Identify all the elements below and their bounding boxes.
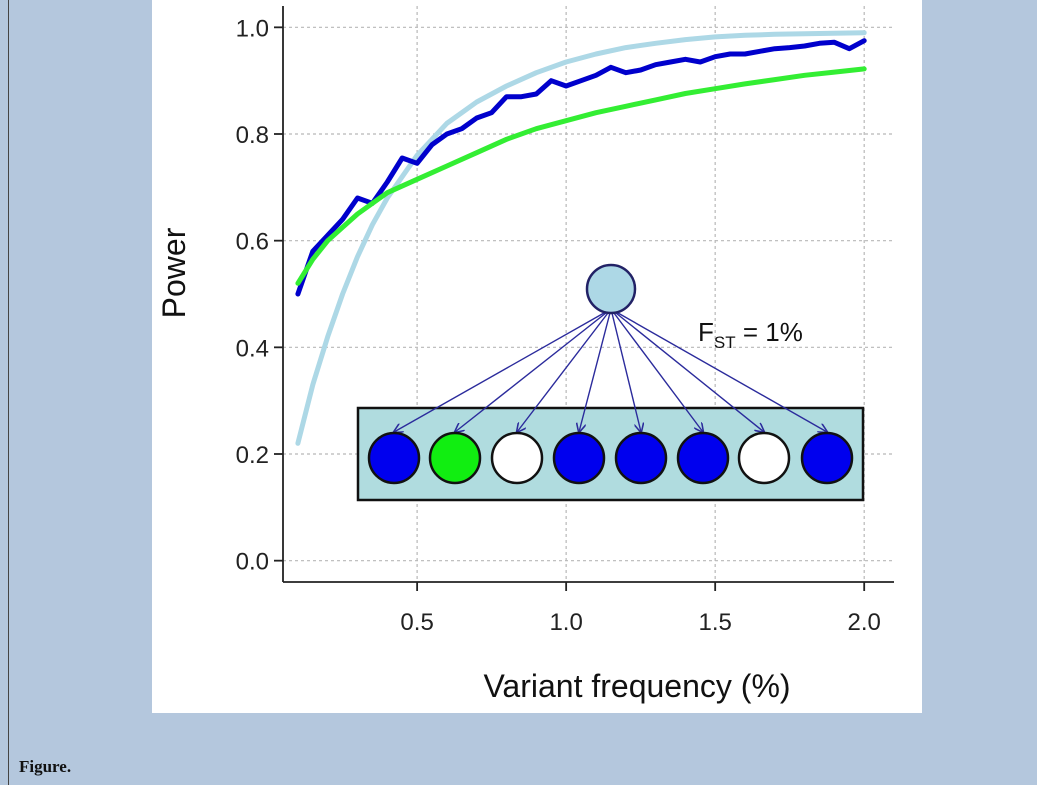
- y-tick-label: 0.0: [236, 549, 269, 576]
- series-line-3: [295, 66, 867, 286]
- descent-arrow: [610, 308, 703, 432]
- descent-arrow: [610, 308, 641, 432]
- x-tick-label: 1.5: [698, 609, 731, 636]
- y-tick-label: 0.2: [236, 442, 269, 469]
- descent-arrow: [610, 308, 764, 432]
- subpopulation-circle: [552, 431, 606, 485]
- ancestral-population-circle: [585, 263, 637, 315]
- subpopulation-circle: [367, 431, 421, 485]
- y-tick-label: 0.8: [236, 122, 269, 149]
- series-line-1: [295, 30, 867, 446]
- y-tick-label: 0.4: [236, 335, 269, 362]
- y-axis-label: Power: [156, 227, 192, 318]
- y-tick-label: 0.6: [236, 229, 269, 256]
- subpopulation-circle: [614, 431, 668, 485]
- fst-label: FST = 1%: [698, 317, 803, 352]
- descent-arrow: [517, 308, 612, 432]
- descent-arrow: [610, 308, 827, 432]
- x-axis-label: Variant frequency (%): [483, 668, 790, 704]
- subpopulation-circle: [737, 431, 791, 485]
- figure-caption: Figure.: [19, 757, 72, 776]
- subpopulation-circle: [800, 431, 854, 485]
- series-line-2: [295, 38, 867, 297]
- series-lines: [295, 30, 867, 446]
- x-tick-label: 2.0: [848, 609, 881, 636]
- y-tick-label: 1.0: [236, 15, 269, 42]
- subpopulation-circle: [428, 431, 482, 485]
- left-border-rule: [8, 0, 9, 785]
- descent-arrow: [394, 308, 612, 432]
- x-tick-label: 1.0: [549, 609, 582, 636]
- axes: 0.0 0.2 0.4 0.6 0.8 1.0 0.5 1.0 1.5 2.0: [236, 6, 894, 636]
- subpopulation-circle: [676, 431, 730, 485]
- power-line-chart: 0.00.20.40.60.81.00.5 1.0 1.5 2.0 FST = 1% …: [156, 6, 894, 704]
- x-tick-label: 0.5: [400, 609, 433, 636]
- descent-arrow: [455, 308, 612, 432]
- population-inset-diagram: FST = 1%: [356, 263, 865, 502]
- descent-arrow: [579, 308, 612, 432]
- figure-panel: 0.0 0.2 0.4 0.6 0.8 1.0 0.5 1.0 1.5 2.0 FST = 1% …: [152, 0, 922, 713]
- subpopulation-circle: [490, 431, 544, 485]
